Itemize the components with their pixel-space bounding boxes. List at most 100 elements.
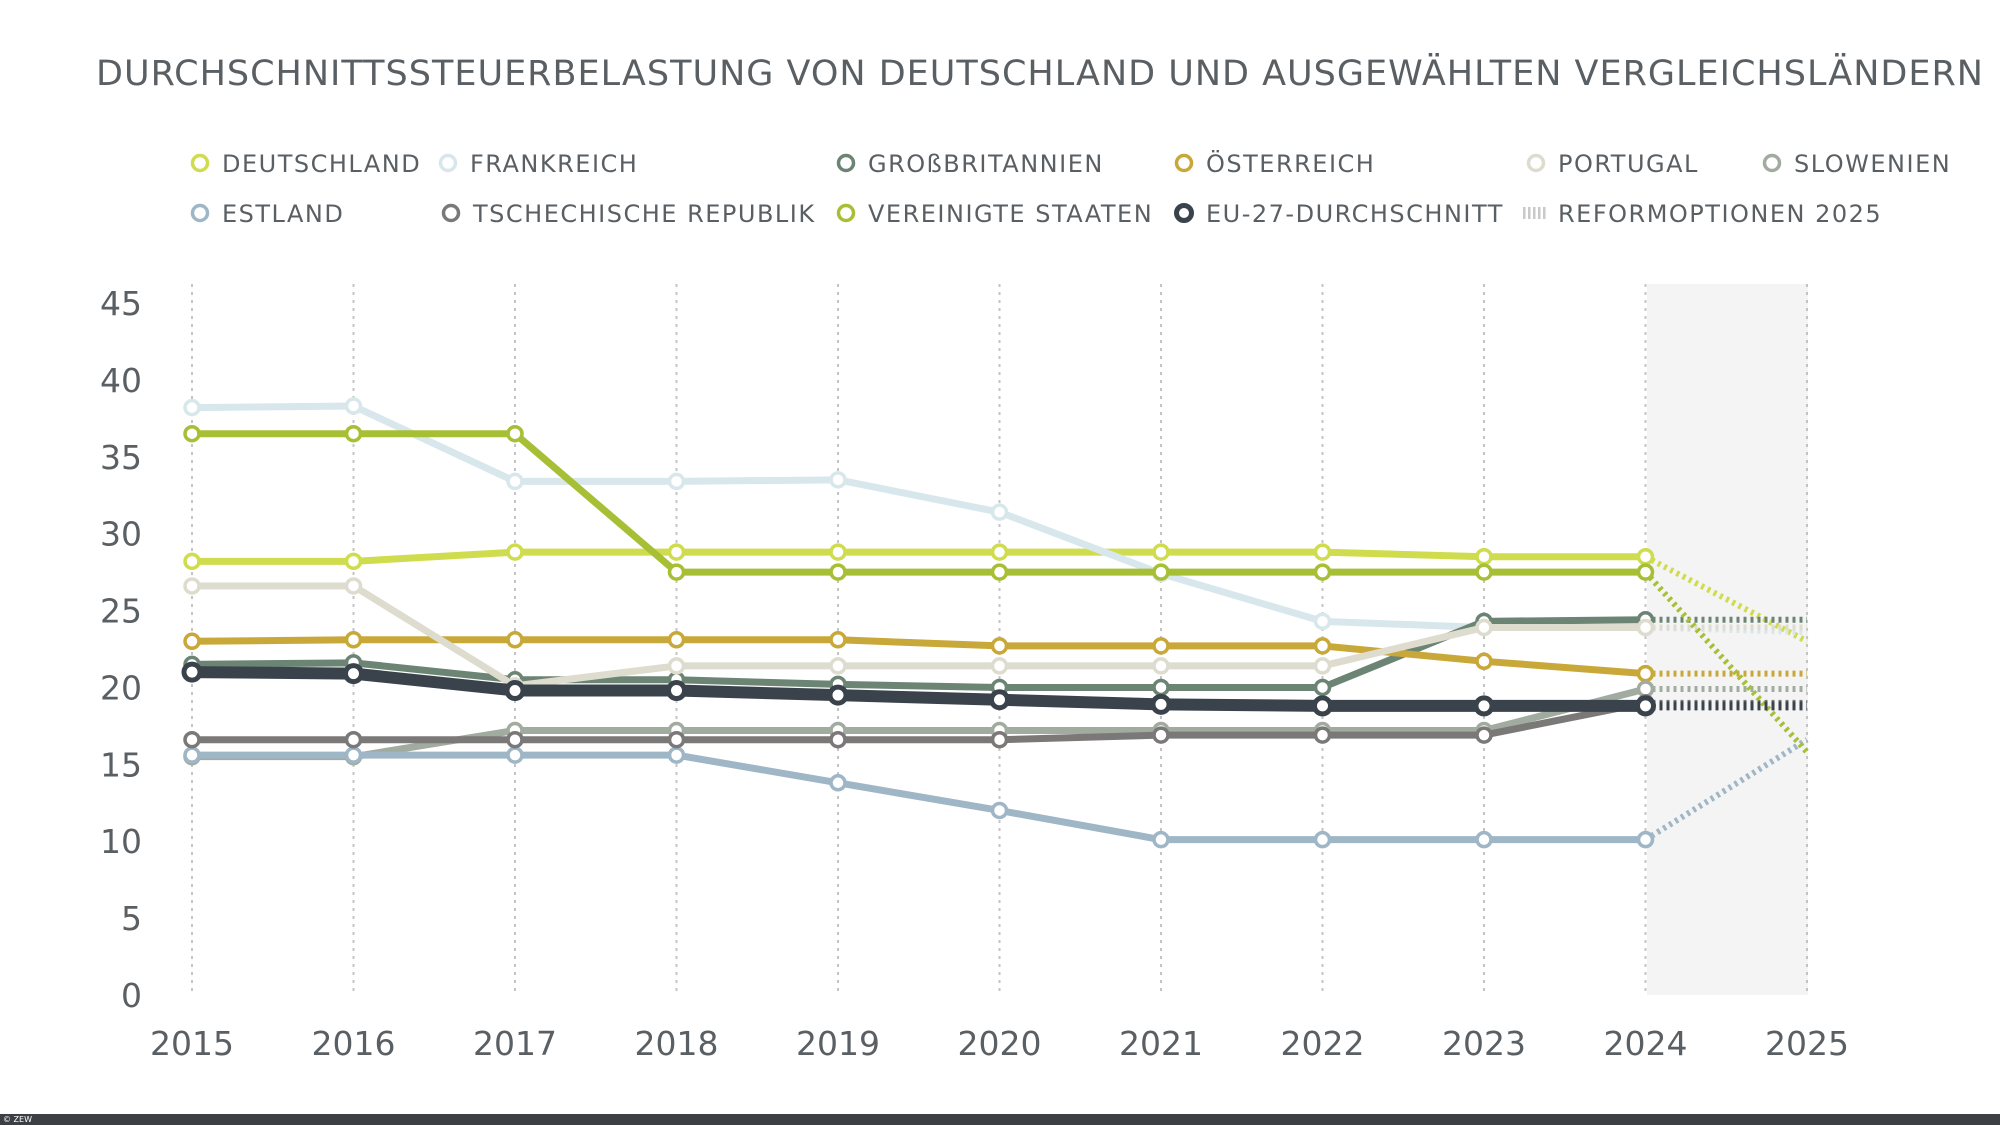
legend-marker-4 (1526, 153, 1546, 173)
point-6-2019 (829, 774, 847, 792)
point-0-2017 (506, 543, 524, 561)
series-line-7 (192, 699, 1647, 744)
reform-line-0 (1644, 554, 1809, 644)
point-7-2016 (344, 730, 363, 749)
x-tick-2025: 2025 (1765, 1024, 1849, 1063)
reform-area (1647, 284, 1808, 995)
series-line-9 (191, 666, 1646, 712)
series-line-5 (192, 685, 1647, 761)
series-7 (183, 694, 1655, 749)
legend-marker-1 (438, 153, 458, 173)
point-8-2019 (829, 563, 847, 581)
reform-line-1 (1645, 624, 1808, 636)
reform-lines (1643, 554, 1810, 843)
point-3-2020 (990, 637, 1009, 655)
point-8-2018 (667, 563, 686, 581)
legend-label-1: FRANKREICH (470, 150, 638, 178)
point-4-2015 (183, 577, 201, 595)
legend-label-7: TSCHECHISCHE REPUBLIK (472, 200, 816, 228)
point-0-2024 (1636, 547, 1655, 566)
series-line-8 (192, 430, 1646, 576)
point-8-2020 (990, 563, 1009, 581)
point-7-2021 (1152, 726, 1170, 744)
x-tick-2015: 2015 (150, 1024, 234, 1063)
x-tick-2017: 2017 (473, 1024, 557, 1063)
legend: DEUTSCHLAND FRANKREICH GROßBRITANNIEN ÖSTER… (190, 149, 1951, 228)
point-3-2019 (829, 631, 847, 649)
point-4-2019 (829, 657, 847, 675)
point-4-2020 (990, 657, 1009, 675)
point-6-2023 (1475, 830, 1493, 849)
point-0-2015 (183, 552, 201, 571)
point-1-2019 (829, 471, 847, 489)
legend-label-9: EU-27-DURCHSCHNITT (1206, 200, 1504, 228)
point-6-2022 (1313, 830, 1332, 849)
point-6-2024 (1636, 830, 1655, 849)
point-9-2015 (181, 661, 203, 683)
legend-label-reform: REFORMOPTIONEN 2025 (1558, 200, 1882, 228)
series-4 (183, 577, 1655, 695)
legend-marker-9 (1174, 203, 1194, 223)
series-line-6 (192, 751, 1646, 844)
point-0-2016 (344, 552, 363, 571)
series-line-4 (192, 582, 1646, 690)
grid (191, 284, 1808, 995)
point-7-2018 (667, 730, 686, 749)
point-9-2021 (1150, 693, 1172, 715)
point-7-2023 (1475, 726, 1493, 744)
point-9-2017 (504, 680, 526, 702)
series-9 (181, 661, 1656, 717)
point-8-2016 (344, 424, 363, 443)
series-0 (183, 543, 1655, 571)
point-3-2024 (1636, 664, 1655, 683)
y-tick-15: 15 (100, 745, 142, 784)
legend-label-4: PORTUGAL (1558, 150, 1699, 178)
series-line-0 (192, 548, 1646, 565)
point-8-2017 (506, 424, 524, 443)
point-8-2015 (183, 424, 201, 443)
point-6-2020 (990, 801, 1009, 820)
point-0-2019 (829, 543, 847, 561)
point-8-2022 (1313, 563, 1332, 581)
point-7-2019 (829, 730, 847, 749)
point-3-2016 (344, 631, 363, 649)
y-tick-30: 30 (100, 515, 142, 554)
point-3-2018 (667, 631, 686, 649)
point-0-2021 (1152, 543, 1170, 561)
legend-label-0: DEUTSCHLAND (222, 150, 421, 178)
point-6-2018 (667, 746, 686, 764)
legend-marker-0 (190, 153, 210, 173)
point-9-2022 (1312, 695, 1333, 717)
legend-label-5: SLOWENIEN (1794, 150, 1951, 178)
point-7-2017 (506, 730, 524, 749)
reform-line-8 (1643, 570, 1810, 755)
series-6 (183, 746, 1655, 849)
point-0-2020 (990, 543, 1009, 561)
chart-title: DURCHSCHNITTSSTEUERBELASTUNG VON DEUTSCH… (96, 52, 1984, 94)
point-4-2024 (1636, 618, 1655, 637)
point-0-2023 (1475, 547, 1493, 566)
legend-marker-8 (836, 203, 856, 223)
x-tick-2019: 2019 (796, 1024, 880, 1063)
legend-marker-2 (836, 153, 856, 173)
point-8-2021 (1152, 563, 1170, 581)
footer-bar (0, 1114, 2000, 1125)
point-1-2022 (1313, 612, 1332, 631)
point-4-2021 (1152, 657, 1170, 675)
y-tick-25: 25 (100, 592, 142, 631)
point-9-2019 (827, 684, 849, 706)
point-3-2023 (1475, 652, 1493, 671)
point-4-2022 (1313, 657, 1332, 675)
legend-label-3: ÖSTERREICH (1206, 149, 1375, 178)
x-tick-2020: 2020 (958, 1024, 1042, 1063)
point-7-2022 (1313, 726, 1332, 744)
point-4-2018 (667, 657, 686, 675)
point-3-2017 (506, 631, 524, 649)
point-3-2015 (183, 632, 201, 651)
point-6-2016 (344, 746, 363, 764)
y-tick-10: 10 (100, 822, 142, 861)
legend-label-8: VEREINIGTE STAATEN (868, 200, 1153, 228)
x-axis: 2015 2016 2017 2018 2019 2020 2021 2022 2023 2024… (150, 1024, 1849, 1063)
y-axis: 0 5 10 15 20 25 30 35 40 45 (100, 284, 142, 1015)
